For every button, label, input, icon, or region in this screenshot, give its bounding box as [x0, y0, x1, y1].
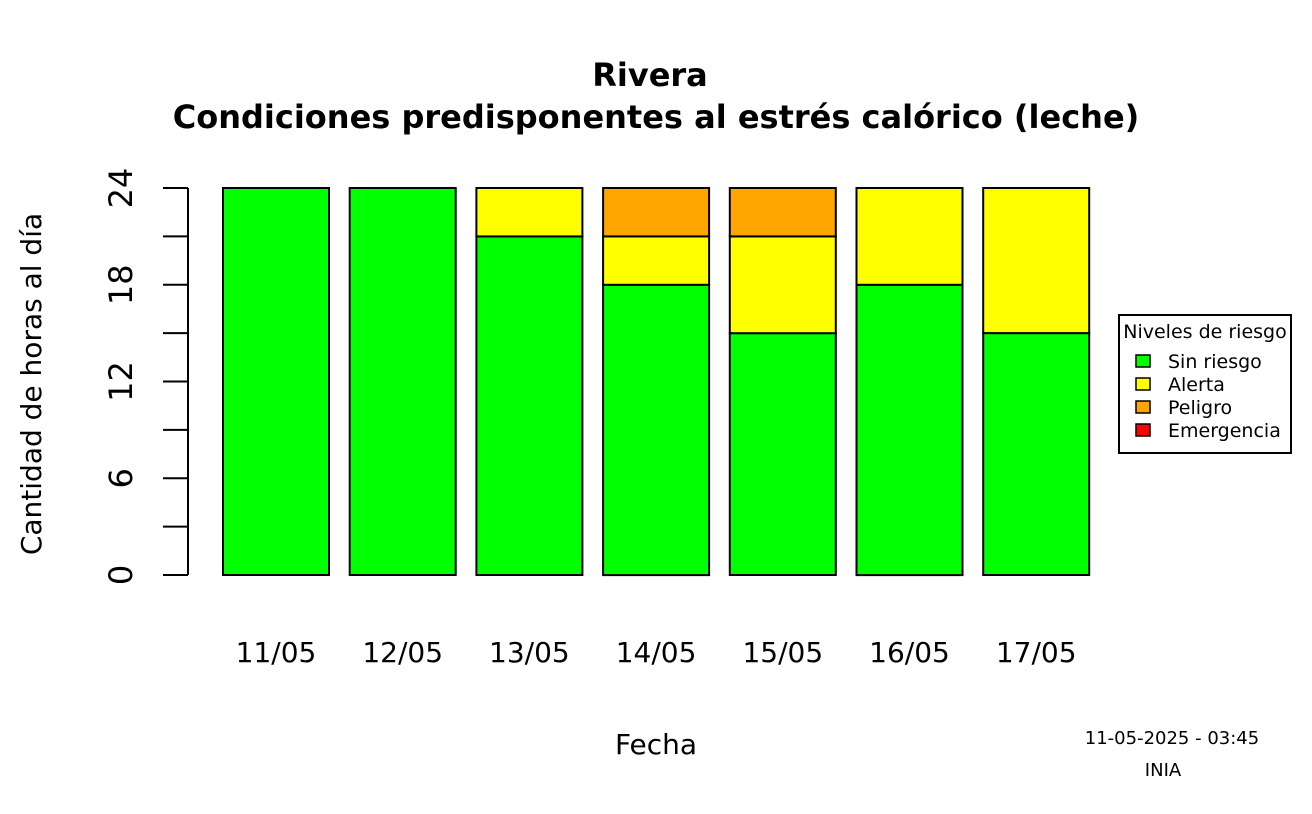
bar-segment: [982, 332, 1091, 576]
bar-segment: [728, 187, 837, 238]
bar-segment: [475, 235, 584, 576]
x-tick-label: 17/05: [996, 636, 1077, 669]
bar-segment: [982, 187, 1091, 335]
footer-timestamp: 11-05-2025 - 03:45: [1085, 728, 1259, 749]
footer-source: INIA: [1145, 760, 1182, 781]
x-axis-label: Fecha: [615, 728, 697, 761]
bar-segment: [602, 235, 711, 286]
y-tick-label: 24: [102, 168, 140, 209]
x-tick-label: 16/05: [869, 636, 950, 669]
legend-label: Alerta: [1168, 374, 1225, 396]
bars-group: [222, 187, 1091, 577]
y-tick-label: 0: [102, 565, 140, 585]
bar-segment: [602, 283, 711, 577]
bar-segment: [728, 332, 837, 576]
x-tick-label: 14/05: [616, 636, 697, 669]
x-tick-label: 15/05: [742, 636, 823, 669]
bar-segment: [602, 187, 711, 238]
x-tick-label: 13/05: [489, 636, 570, 669]
bar-segment: [855, 283, 964, 577]
bar-segment: [855, 187, 964, 286]
bar-segment: [475, 187, 584, 238]
y-axis-label: Cantidad de horas al día: [15, 213, 48, 555]
legend: Niveles de riesgo Sin riesgoAlertaPeligr…: [1118, 314, 1292, 454]
y-axis: 0 6 12 18 24: [102, 168, 189, 585]
legend-swatch: [1135, 400, 1151, 414]
legend-swatch: [1135, 423, 1151, 437]
y-tick-label: 12: [102, 361, 140, 402]
y-tick-label: 18: [102, 264, 140, 305]
bar-segment: [728, 235, 837, 335]
bar-segment: [348, 187, 457, 576]
legend-box: [1118, 314, 1292, 454]
x-tick-label: 11/05: [236, 636, 317, 669]
chart-subtitle: Condiciones predisponentes al estrés cal…: [173, 98, 1140, 136]
legend-label: Sin riesgo: [1168, 351, 1262, 373]
legend-label: Peligro: [1168, 397, 1232, 419]
chart-title: Rivera: [592, 56, 708, 94]
x-axis-labels: 11/05 12/05 13/05 14/05 15/05 16/05 17/05: [236, 636, 1077, 669]
legend-label: Emergencia: [1168, 420, 1281, 442]
legend-swatch: [1135, 354, 1151, 368]
y-tick-label: 6: [102, 468, 140, 488]
bar-segment: [222, 187, 330, 576]
legend-title: Niveles de riesgo: [1123, 321, 1287, 343]
legend-swatch: [1135, 377, 1151, 391]
x-tick-label: 12/05: [362, 636, 443, 669]
